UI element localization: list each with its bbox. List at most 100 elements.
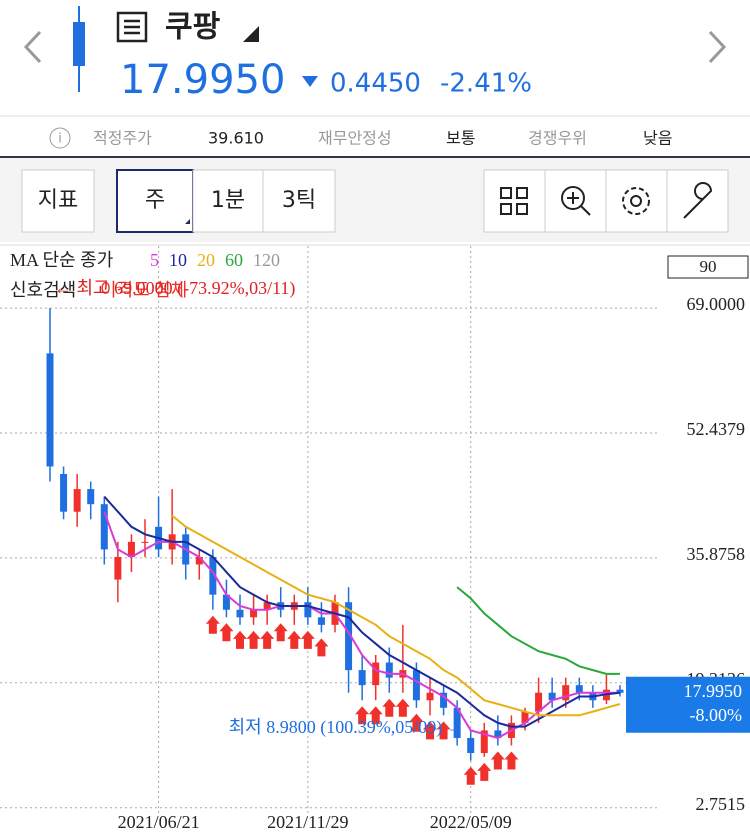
candle	[155, 496, 163, 557]
candle-body	[521, 711, 529, 723]
candle-body	[250, 609, 258, 618]
tool-button[interactable]	[262, 169, 336, 233]
signal-marker	[300, 630, 315, 649]
candle-body	[494, 730, 502, 738]
tool-label: 주	[145, 188, 165, 213]
tool-label: 1분	[211, 188, 245, 213]
legend-entry: 5	[150, 250, 159, 270]
candle	[277, 587, 285, 618]
candle-body	[345, 602, 353, 671]
signal-marker	[260, 630, 275, 649]
candle-body	[575, 685, 583, 693]
candle-body	[467, 737, 475, 754]
candle-body	[100, 504, 108, 550]
signal-marker	[314, 638, 329, 657]
signal-title: 신호검색	[10, 280, 76, 300]
candle	[87, 481, 95, 520]
price-tag	[626, 676, 750, 733]
tool-button[interactable]	[21, 169, 95, 233]
candle-body	[236, 609, 244, 618]
candle	[168, 489, 176, 565]
x-tick-label: 2022/05/09	[430, 812, 512, 832]
signal-marker	[273, 623, 288, 642]
candle-body	[480, 730, 488, 754]
candle-body	[87, 489, 95, 505]
tool-button[interactable]	[192, 169, 264, 233]
candle	[494, 715, 502, 746]
candle-body	[127, 541, 135, 557]
candle	[372, 655, 380, 701]
settings-icon[interactable]	[622, 187, 650, 215]
price-tag-change: -8.00%	[690, 705, 743, 725]
candle	[209, 549, 217, 610]
info-value: 낮음	[643, 129, 672, 148]
tool-button[interactable]	[116, 169, 194, 233]
info-label: 경쟁우위	[528, 129, 587, 148]
info-value: 보통	[446, 129, 475, 148]
candle-body	[548, 692, 556, 701]
candle-body	[562, 685, 570, 701]
grid-icon[interactable]	[500, 187, 528, 215]
name-dropdown[interactable]	[243, 26, 259, 42]
ma-line	[171, 514, 621, 717]
price-tag-label: 17.9950	[684, 681, 743, 701]
signal-marker	[463, 766, 478, 785]
count-box[interactable]	[667, 255, 749, 279]
candle-icon	[73, 6, 85, 92]
candle	[73, 474, 81, 527]
info-i: i	[58, 132, 62, 147]
candle-body	[440, 692, 448, 708]
candle	[182, 526, 190, 580]
signal-marker	[423, 721, 437, 740]
signal-marker	[368, 706, 383, 725]
prev-button[interactable]	[23, 30, 42, 64]
next-button[interactable]	[708, 30, 727, 64]
candle	[345, 587, 353, 693]
signal-marker	[205, 615, 220, 634]
candle	[602, 673, 610, 705]
info-value: 39.610	[208, 129, 264, 148]
menu-icon[interactable]	[116, 11, 148, 43]
candle-body	[426, 692, 434, 701]
ma-line	[456, 586, 620, 675]
info-label: 재무안정성	[318, 129, 392, 148]
signal-marker	[504, 751, 519, 770]
x-tick-label: 2021/06/21	[118, 812, 200, 832]
candle-body	[114, 556, 122, 580]
signal-marker	[355, 706, 370, 725]
corner	[185, 219, 190, 224]
y-tick-label: 69.0000	[687, 294, 746, 314]
candle-body	[535, 692, 543, 712]
zoom-icon[interactable]	[561, 186, 591, 216]
signal-marker	[436, 721, 451, 740]
legend-entry: 60	[225, 250, 243, 270]
count-label: 90	[700, 257, 717, 276]
header: 쿠팡 17.9950 0.4450 -2.41% i 적정주가 39.610 재…	[0, 6, 750, 242]
down-arrow	[302, 76, 318, 87]
candle-body	[141, 541, 149, 543]
candle	[616, 685, 624, 697]
info-icon[interactable]	[49, 127, 71, 149]
candle	[467, 730, 475, 761]
candle	[127, 534, 135, 573]
high-annotation: ← 최고 69.0000 (-73.92%,03/11)	[54, 278, 295, 299]
candle	[480, 722, 488, 757]
candle	[290, 594, 298, 625]
candle-body	[317, 617, 325, 625]
signal-marker	[490, 751, 505, 770]
candle-body	[372, 662, 380, 686]
signal-marker	[233, 630, 247, 649]
candle	[222, 579, 230, 618]
ma-line	[103, 511, 620, 740]
legend-entry: 120	[253, 250, 280, 270]
tool-label: 3틱	[282, 188, 316, 213]
tool-icon[interactable]	[683, 182, 713, 219]
candle	[60, 466, 68, 520]
candle-body	[412, 670, 420, 701]
candle	[358, 655, 366, 701]
y-tick-label: 35.8758	[687, 544, 746, 564]
candle-body	[209, 556, 217, 595]
ma-line	[103, 495, 621, 728]
signal-marker	[246, 630, 261, 649]
